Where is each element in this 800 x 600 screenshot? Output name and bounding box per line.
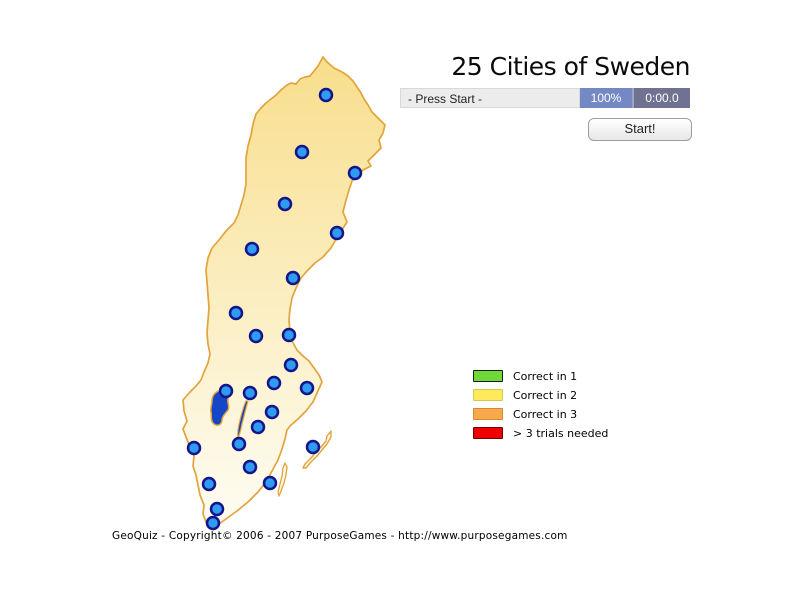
city-marker[interactable] (242, 385, 258, 401)
oland-island-shape (277, 462, 288, 497)
legend-swatch-correct-1 (473, 370, 503, 382)
city-marker[interactable] (299, 380, 315, 396)
legend-swatch-correct-3 (473, 408, 503, 420)
game-timer: 0:00.0 (632, 88, 690, 108)
city-marker[interactable] (244, 241, 260, 257)
city-marker[interactable] (305, 439, 321, 455)
city-marker[interactable] (318, 87, 334, 103)
legend-label: Correct in 1 (513, 369, 578, 383)
start-button[interactable]: Start! (588, 118, 692, 141)
page-title: 25 Cities of Sweden (451, 52, 690, 81)
city-marker[interactable] (250, 419, 266, 435)
city-marker[interactable] (262, 475, 278, 491)
city-marker[interactable] (281, 327, 297, 343)
legend-item-over-3-trials: > 3 trials needed (473, 426, 609, 440)
lake-vanern-shape (209, 390, 230, 426)
gotland-island-shape (302, 430, 332, 469)
city-marker[interactable] (294, 144, 310, 160)
copyright-footer: GeoQuiz - Copyright© 2006 - 2007 Purpose… (112, 530, 568, 542)
city-marker[interactable] (201, 476, 217, 492)
city-marker[interactable] (242, 459, 258, 475)
city-marker[interactable] (266, 375, 282, 391)
legend-item-correct-2: Correct in 2 (473, 388, 608, 402)
city-marker[interactable] (347, 165, 363, 181)
city-marker[interactable] (218, 383, 234, 399)
city-marker[interactable] (285, 270, 301, 286)
status-message: - Press Start - (400, 88, 580, 108)
city-marker[interactable] (264, 404, 280, 420)
status-bar: - Press Start - 100% 0:00.0 (400, 88, 690, 108)
city-marker[interactable] (186, 440, 202, 456)
city-marker[interactable] (231, 436, 247, 452)
city-marker[interactable] (205, 515, 221, 531)
city-marker[interactable] (329, 225, 345, 241)
legend-swatch-correct-2 (473, 389, 503, 401)
legend-swatch-over-3-trials (473, 427, 503, 439)
legend-label: > 3 trials needed (513, 426, 609, 440)
city-marker[interactable] (283, 357, 299, 373)
legend: Correct in 1 Correct in 2 Correct in 3 >… (473, 370, 608, 446)
city-marker[interactable] (228, 305, 244, 321)
sweden-country-shape[interactable] (182, 56, 386, 529)
legend-item-correct-3: Correct in 3 (473, 407, 608, 421)
legend-label: Correct in 3 (513, 407, 578, 421)
city-marker[interactable] (209, 501, 225, 517)
city-marker[interactable] (248, 328, 264, 344)
city-marker[interactable] (277, 196, 293, 212)
legend-item-correct-1: Correct in 1 (473, 369, 608, 383)
score-percent: 100% (580, 88, 632, 108)
legend-label: Correct in 2 (513, 388, 578, 402)
city-markers-group (186, 87, 363, 531)
